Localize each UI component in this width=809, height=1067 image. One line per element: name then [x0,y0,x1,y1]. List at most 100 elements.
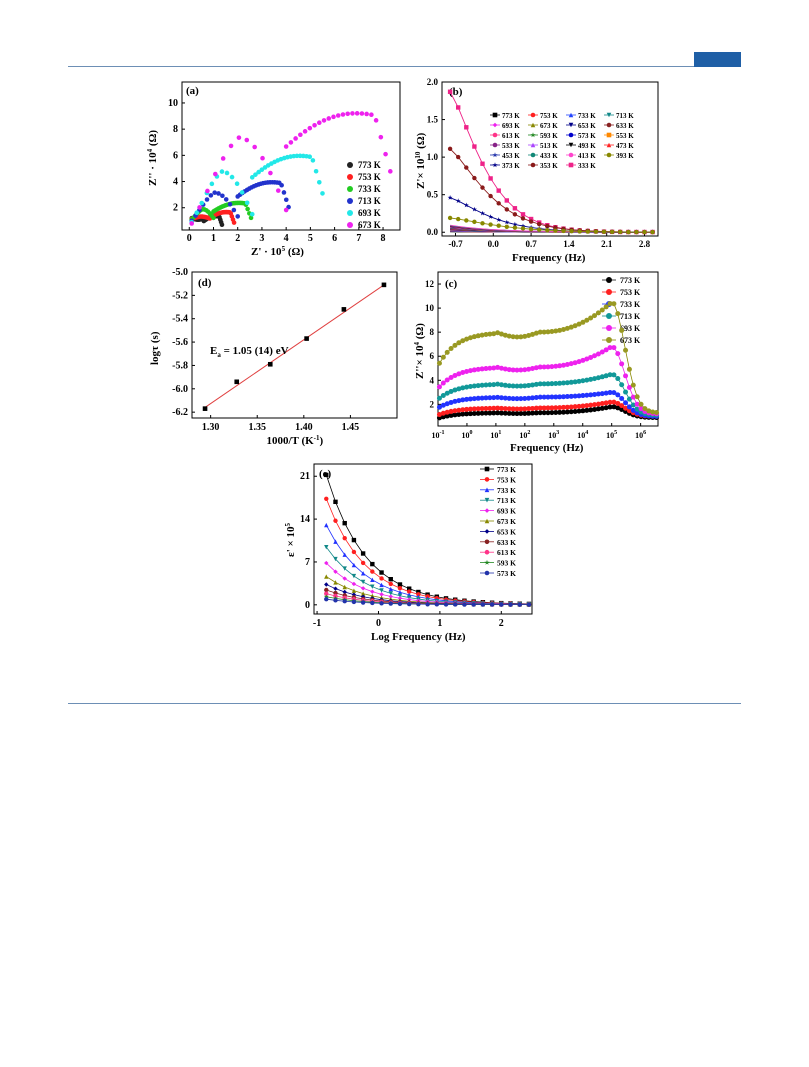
data-point [369,112,374,117]
data-point [209,181,215,187]
data-point [488,214,494,219]
data-point [456,154,461,160]
x-tick-label: 1.40 [295,422,313,433]
data-point [324,544,329,550]
data-point [498,382,504,388]
data-point [342,566,347,571]
data-point [634,410,640,416]
data-point [444,409,450,415]
data-point [483,395,489,401]
data-point [333,539,338,544]
legend-label: 673 K [358,220,381,230]
data-point [510,334,516,340]
data-point [279,182,284,188]
data-point [326,116,332,121]
legend-marker [606,289,612,295]
data-point [307,154,313,160]
x-tick-label: 0.7 [525,239,537,249]
data-point [275,188,281,193]
legend-label: 493 K [578,142,596,150]
data-point [220,156,226,161]
data-point [456,398,462,404]
legend-label: 633 K [497,538,516,547]
legend-label: 573 K [497,569,516,578]
data-point [618,229,623,235]
data-point [460,407,466,413]
data-point [537,329,543,335]
data-point [472,175,477,181]
data-point [472,219,477,225]
data-point [584,392,590,398]
legend-marker [492,152,498,158]
data-point [533,330,539,336]
legend-label: 653 K [497,527,516,536]
data-point [595,406,601,412]
data-point [592,391,598,397]
data-point [553,381,559,387]
data-point [416,601,421,607]
data-point [298,132,303,138]
data-point [498,331,504,337]
data-point [499,602,504,607]
data-point [436,412,442,418]
legend-marker [484,497,490,503]
data-point [444,377,450,383]
data-point [440,402,446,408]
data-point [615,351,621,357]
data-point [333,499,338,505]
legend-marker [568,122,574,128]
data-point [447,146,453,152]
legend-label: 693 K [358,208,381,218]
data-point [253,172,258,177]
y-tick-label: 1.0 [427,152,439,162]
y-tick-label: 7 [305,557,310,568]
data-point [370,569,375,574]
data-point [489,602,495,607]
data-point [607,345,613,351]
data-point [549,410,555,416]
data-point [529,382,535,388]
data-point [545,381,551,387]
legend-label: 353 K [540,162,558,170]
data-point [584,403,590,409]
data-point [576,321,582,327]
data-point [603,390,609,396]
data-point [447,195,453,200]
data-point [607,399,613,405]
data-point [526,382,532,388]
data-point [549,405,555,411]
x-tick-label: 2 [235,233,240,244]
data-point [351,549,357,555]
x-axis-label: Z' · 105 (Ω) [251,245,304,258]
y-tick-label: 6 [430,351,435,361]
data-point [488,176,493,181]
x-tick-label: 8 [381,233,386,244]
data-point [518,367,524,373]
data-point [504,224,509,229]
data-point [599,349,605,355]
data-point [471,383,477,389]
data-point [333,580,338,585]
data-point [557,327,563,333]
data-point [609,229,615,235]
data-point [444,413,450,419]
data-point [488,222,493,227]
data-point [518,396,524,402]
legend-marker [484,466,490,472]
data-point [228,143,234,149]
data-point [381,282,387,288]
data-point [611,301,617,307]
data-point [491,410,497,416]
data-point [634,401,640,407]
data-point [351,573,357,579]
data-point [475,366,481,372]
data-point [340,112,346,117]
data-point [464,165,469,170]
data-point [545,223,550,229]
data-point [310,158,316,163]
data-point [526,395,532,401]
data-point [342,552,347,557]
data-point [545,227,550,233]
y-tick-label: -6.2 [172,407,188,418]
data-point [464,368,470,374]
